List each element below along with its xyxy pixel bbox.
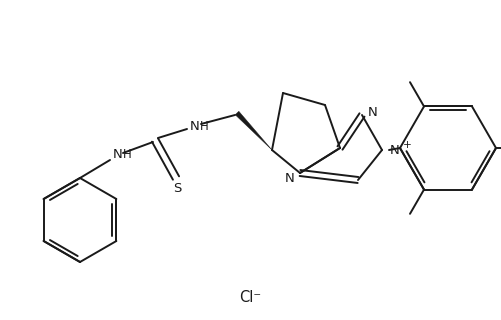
Text: H: H (199, 119, 208, 132)
Text: H: H (123, 148, 131, 162)
Text: N: N (285, 172, 295, 185)
Text: N: N (368, 106, 378, 118)
Text: +: + (403, 140, 411, 150)
Polygon shape (235, 111, 272, 150)
Text: S: S (173, 182, 181, 196)
Text: N: N (190, 119, 200, 132)
Text: N: N (390, 143, 400, 156)
Text: Cl⁻: Cl⁻ (239, 291, 261, 306)
Text: N: N (113, 148, 123, 162)
